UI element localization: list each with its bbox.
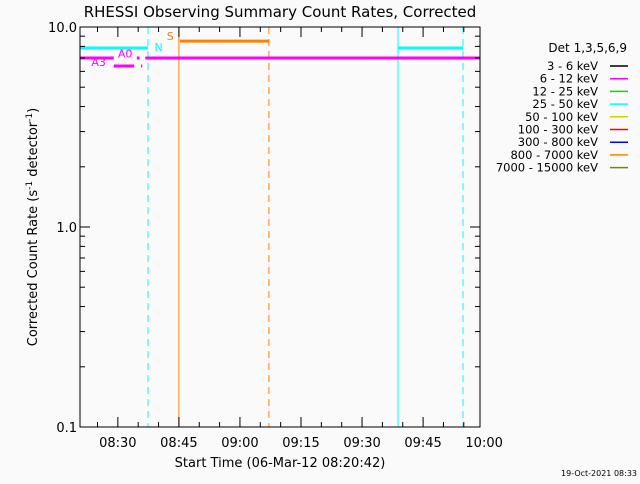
legend-label: 50 - 100 keV [525,110,598,124]
annotation-label: A0 [118,47,133,60]
legend-label: 25 - 50 keV [532,97,598,111]
y-axis-label: Corrected Count Rate (s-1 detector-1) [25,108,41,346]
x-tick-label: 09:30 [343,436,380,451]
x-tick-label: 09:15 [282,436,319,451]
legend-label: 300 - 800 keV [518,135,598,149]
axes: 0.1 1.0 10.0 08:30 08:45 09:00 09:15 09:30 09:45… [48,21,503,451]
y-tick-label: 1.0 [56,221,77,236]
x-tick-label: 10:00 [465,436,502,451]
chart-title: RHESSI Observing Summary Count Rates, Co… [84,3,477,21]
x-axis-label: Start Time (06-Mar-12 08:20:42) [175,456,386,471]
annotation-label: A3 [91,56,106,69]
y-tick-label: 0.1 [56,421,77,436]
legend-label: 800 - 7000 keV [510,148,598,162]
footer-timestamp: 19-Oct-2021 08:33 [561,469,637,478]
plot-frame [79,26,481,428]
annotation-label: N [154,41,162,54]
legend-title: Det 1,3,5,6,9 [548,41,627,55]
plot-area: NS A0 A3 [79,27,480,427]
annotation-label: S [167,30,174,43]
legend-label: 7000 - 15000 keV [496,161,598,175]
legend-label: 12 - 25 keV [532,84,598,98]
legend-label: 3 - 6 keV [547,59,598,73]
legend-label: 6 - 12 keV [540,72,598,86]
y-tick-label: 10.0 [48,21,77,36]
legend-label: 100 - 300 keV [518,123,598,137]
x-tick-label: 08:30 [99,436,136,451]
x-tick-label: 09:45 [404,436,441,451]
x-tick-label: 08:45 [160,436,197,451]
x-tick-label: 09:00 [221,436,258,451]
